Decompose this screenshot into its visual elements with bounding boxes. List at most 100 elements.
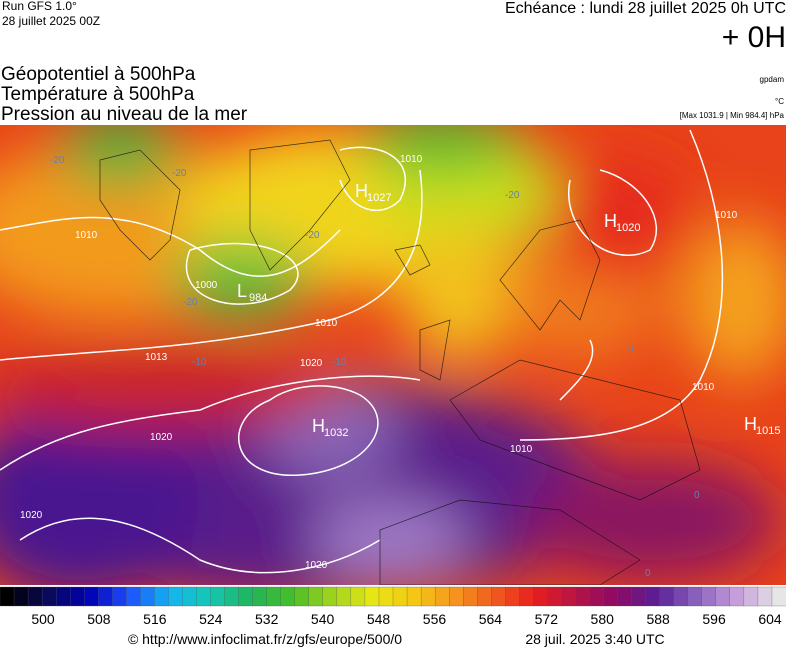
color-swatch <box>322 586 338 607</box>
pressure-value: 1020 <box>616 222 640 234</box>
color-swatch <box>533 586 548 607</box>
isobar-label: 1020 <box>305 560 328 571</box>
title: Pression au niveau de la mer <box>1 104 248 125</box>
color-swatch <box>603 586 619 607</box>
color-swatch <box>350 586 366 607</box>
color-swatch <box>0 586 15 607</box>
colorbar-label: 540 <box>311 611 335 627</box>
isobar-label: 1010 <box>510 444 533 455</box>
color-swatch <box>280 586 296 607</box>
run-date: 28 juillet 2025 00Z <box>2 14 100 28</box>
color-swatch <box>378 586 394 607</box>
temperature-label: -10 <box>192 357 207 368</box>
colorbar-label: 508 <box>87 611 111 627</box>
color-swatch <box>294 586 310 607</box>
color-swatch <box>336 586 352 607</box>
isobar-label: 1000 <box>195 280 218 291</box>
isobar-label: 1020 <box>20 510 43 521</box>
color-swatch <box>112 586 127 607</box>
color-swatch <box>448 586 464 607</box>
temperature-label: -20 <box>50 155 65 166</box>
color-swatch <box>406 586 422 607</box>
color-swatch <box>238 586 254 607</box>
color-swatch <box>168 586 183 607</box>
run: Run GFS 1.0° <box>2 0 77 13</box>
footer-url: © http://www.infoclimat.fr/z/gfs/europe/… <box>128 631 402 647</box>
color-swatch <box>617 586 633 607</box>
colorbar-label: 532 <box>255 611 279 627</box>
title: Température à 500hPa <box>1 84 195 105</box>
color-swatch <box>659 586 675 607</box>
color-swatch <box>84 586 99 607</box>
color-swatch <box>673 586 689 607</box>
colorbar-label: 604 <box>758 611 782 627</box>
color-swatch <box>98 586 113 607</box>
pressure-center: L <box>237 281 247 301</box>
color-swatch <box>589 586 604 607</box>
color-swatch <box>41 586 57 607</box>
temperature-label: 0 <box>645 568 651 579</box>
color-swatch <box>687 586 703 607</box>
temperature-label: 0 <box>628 344 634 355</box>
color-swatch <box>561 586 576 607</box>
pressure-center: H <box>744 414 757 434</box>
colorbar-label: 596 <box>702 611 726 627</box>
color-swatch <box>140 586 155 607</box>
color-swatch <box>729 586 745 607</box>
color-swatch <box>392 586 408 607</box>
colorbar-label: 556 <box>423 611 447 627</box>
unit: [Max 1031.9 | Min 984.4] hPa <box>680 111 785 120</box>
isobar-label: 1010 <box>75 230 98 241</box>
colorbar-label: 516 <box>143 611 167 627</box>
color-swatch <box>575 586 590 607</box>
isobar-label: 1010 <box>400 154 423 165</box>
color-swatch <box>757 586 773 607</box>
unit: gpdam <box>760 75 785 84</box>
color-swatch <box>224 586 240 607</box>
color-swatch <box>505 586 520 607</box>
color-swatch <box>210 586 226 607</box>
colorbar-label: 548 <box>367 611 391 627</box>
color-swatch <box>645 586 661 607</box>
pressure-value: 1032 <box>324 427 348 439</box>
colorbar-label: 580 <box>591 611 615 627</box>
color-swatch <box>715 586 731 607</box>
temperature-label: -20 <box>183 297 198 308</box>
temperature-label: -20 <box>305 230 320 241</box>
title: Géopotentiel à 500hPa <box>1 64 196 85</box>
offset: + 0H <box>722 21 786 54</box>
color-swatch <box>182 586 197 607</box>
temperature-label: -10 <box>332 357 347 368</box>
temperature-label: -20 <box>505 190 520 201</box>
isobar-label: 1013 <box>145 352 168 363</box>
color-swatch <box>154 586 169 607</box>
color-swatch <box>196 586 211 607</box>
unit: °C <box>775 97 784 106</box>
colorbar-label: 524 <box>199 611 223 627</box>
colorbar-label: 500 <box>31 611 55 627</box>
color-swatch <box>27 586 43 607</box>
isobar-label: 1020 <box>300 358 323 369</box>
isobar-label: 1020 <box>150 432 173 443</box>
pressure-value: 984 <box>249 292 267 304</box>
colorbar-label: 588 <box>646 611 670 627</box>
colorbar-label: 572 <box>535 611 559 627</box>
pressure-value: 1015 <box>756 425 780 437</box>
color-swatch <box>126 586 141 607</box>
color-swatch <box>477 586 492 607</box>
color-swatch <box>743 586 759 607</box>
color-swatch <box>55 586 71 607</box>
color-swatch <box>701 586 717 607</box>
color-swatch <box>420 586 436 607</box>
color-swatch <box>519 586 534 607</box>
isobar-label: 1010 <box>692 382 715 393</box>
pressure-center: H <box>604 211 617 231</box>
footer-time: 28 juil. 2025 3:40 UTC <box>525 631 664 647</box>
color-swatch <box>13 586 29 607</box>
color-swatch <box>547 586 562 607</box>
temperature-label: 0 <box>694 490 700 501</box>
color-swatch <box>771 586 786 607</box>
temperature-label: -20 <box>172 168 187 179</box>
